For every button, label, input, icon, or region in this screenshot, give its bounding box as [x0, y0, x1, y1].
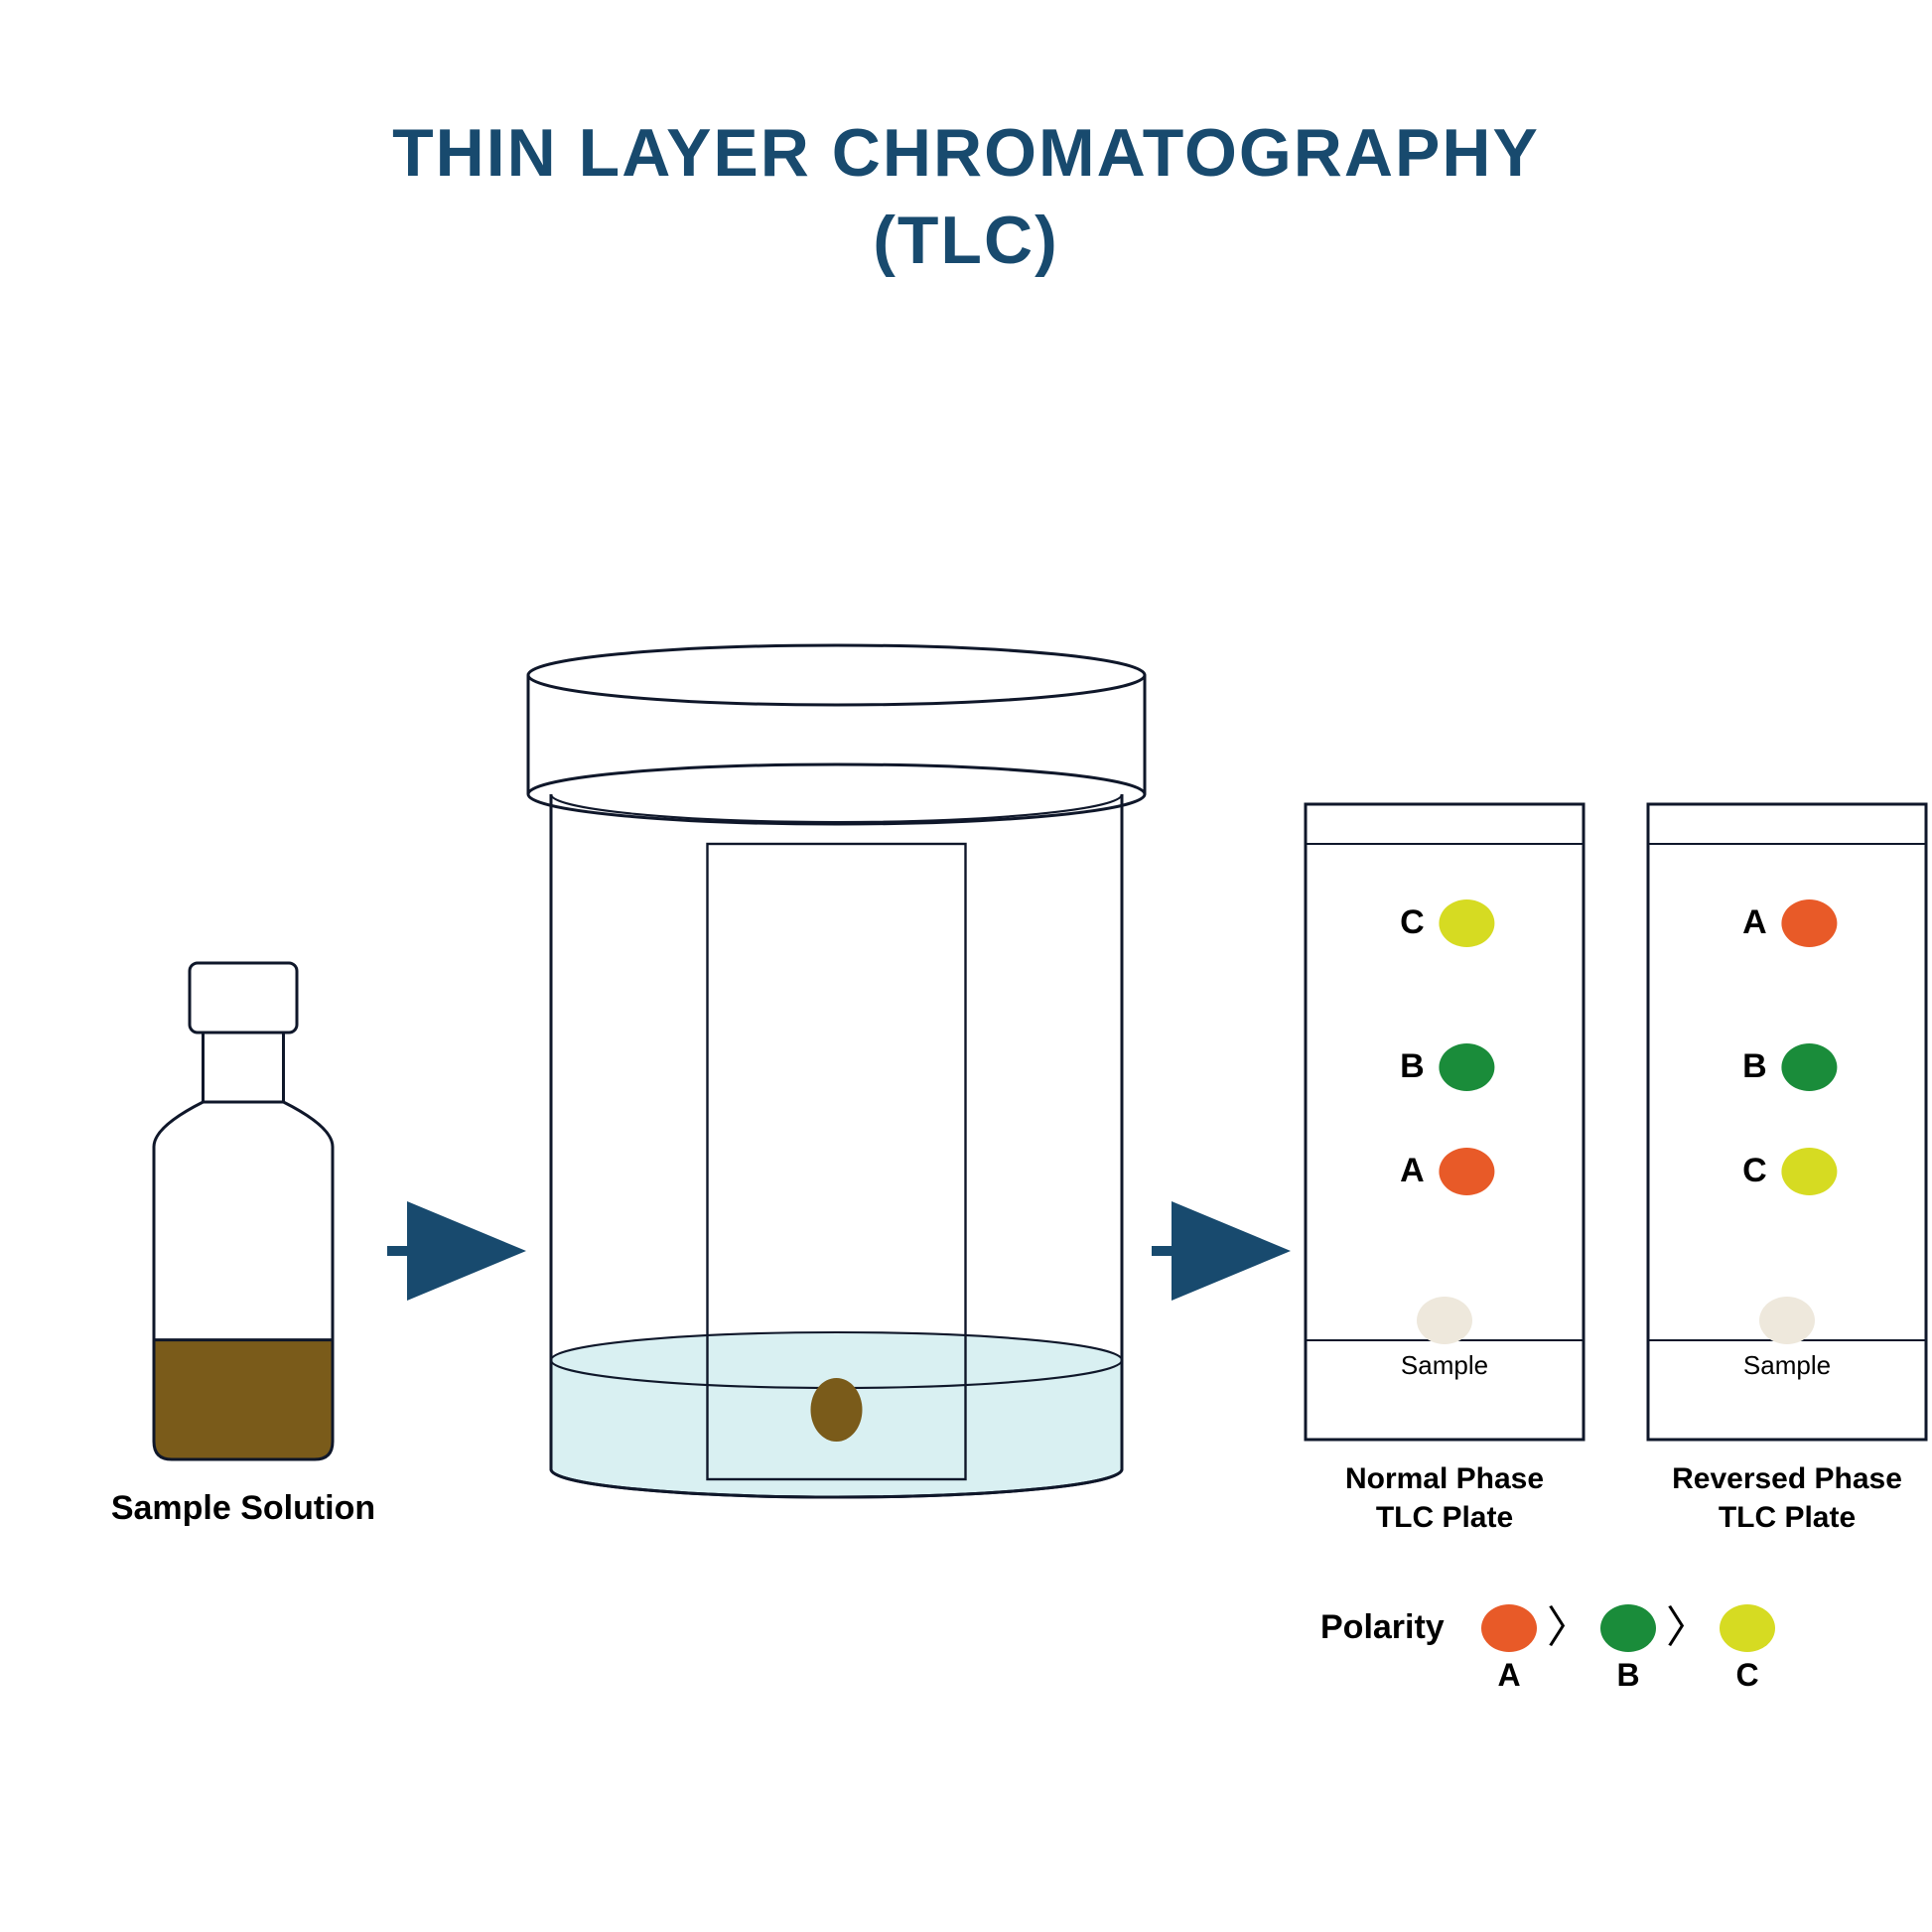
spot-label-B: B [1742, 1047, 1767, 1085]
spot-label-B: B [1400, 1047, 1425, 1085]
plate-normal: Sample C B A [1306, 804, 1584, 1440]
spot-B [1439, 1043, 1494, 1091]
legend-dot-C [1720, 1604, 1775, 1652]
legend-letter-C: C [1735, 1657, 1758, 1693]
vial-label: Sample Solution [79, 1489, 407, 1528]
spot-label-C: C [1400, 903, 1425, 941]
polarity-label: Polarity [1320, 1608, 1445, 1646]
legend-dot-B [1600, 1604, 1656, 1652]
plate-normal-label: Normal Phase TLC Plate [1286, 1459, 1603, 1537]
plate-reversed: Sample A B C [1648, 804, 1926, 1440]
vial-neck [204, 1033, 284, 1102]
legend-letter-B: B [1616, 1657, 1639, 1693]
plate-reversed-label: Reversed Phase TLC Plate [1628, 1459, 1932, 1537]
spot-A [1439, 1148, 1494, 1195]
vial-liquid [154, 1340, 333, 1459]
spot-label-A: A [1400, 1152, 1425, 1189]
spot-A [1781, 899, 1837, 947]
vial-cap [190, 963, 297, 1033]
legend-letter-A: A [1497, 1657, 1520, 1693]
spot-label-C: C [1742, 1152, 1767, 1189]
sample-label: Sample [1401, 1350, 1488, 1380]
legend-dot-A [1481, 1604, 1537, 1652]
sample-label: Sample [1743, 1350, 1831, 1380]
polarity-legend: Polarity A 〉 B 〉 C [1320, 1603, 1775, 1693]
spot-B [1781, 1043, 1837, 1091]
spot-C [1439, 899, 1494, 947]
jar-sample-spot [811, 1378, 863, 1442]
spot-label-A: A [1742, 903, 1767, 941]
diagram-svg: Sample C B A Sample A B C Polarity A 〉 B 〉 C [0, 0, 1932, 1932]
spot-C [1781, 1148, 1837, 1195]
jar-lid-top [528, 645, 1145, 705]
gt-symbol: 〉 [1666, 1603, 1710, 1652]
gt-symbol: 〉 [1547, 1603, 1590, 1652]
stage: THIN LAYER CHROMATOGRAPHY (TLC) SampleCB… [0, 0, 1932, 1932]
